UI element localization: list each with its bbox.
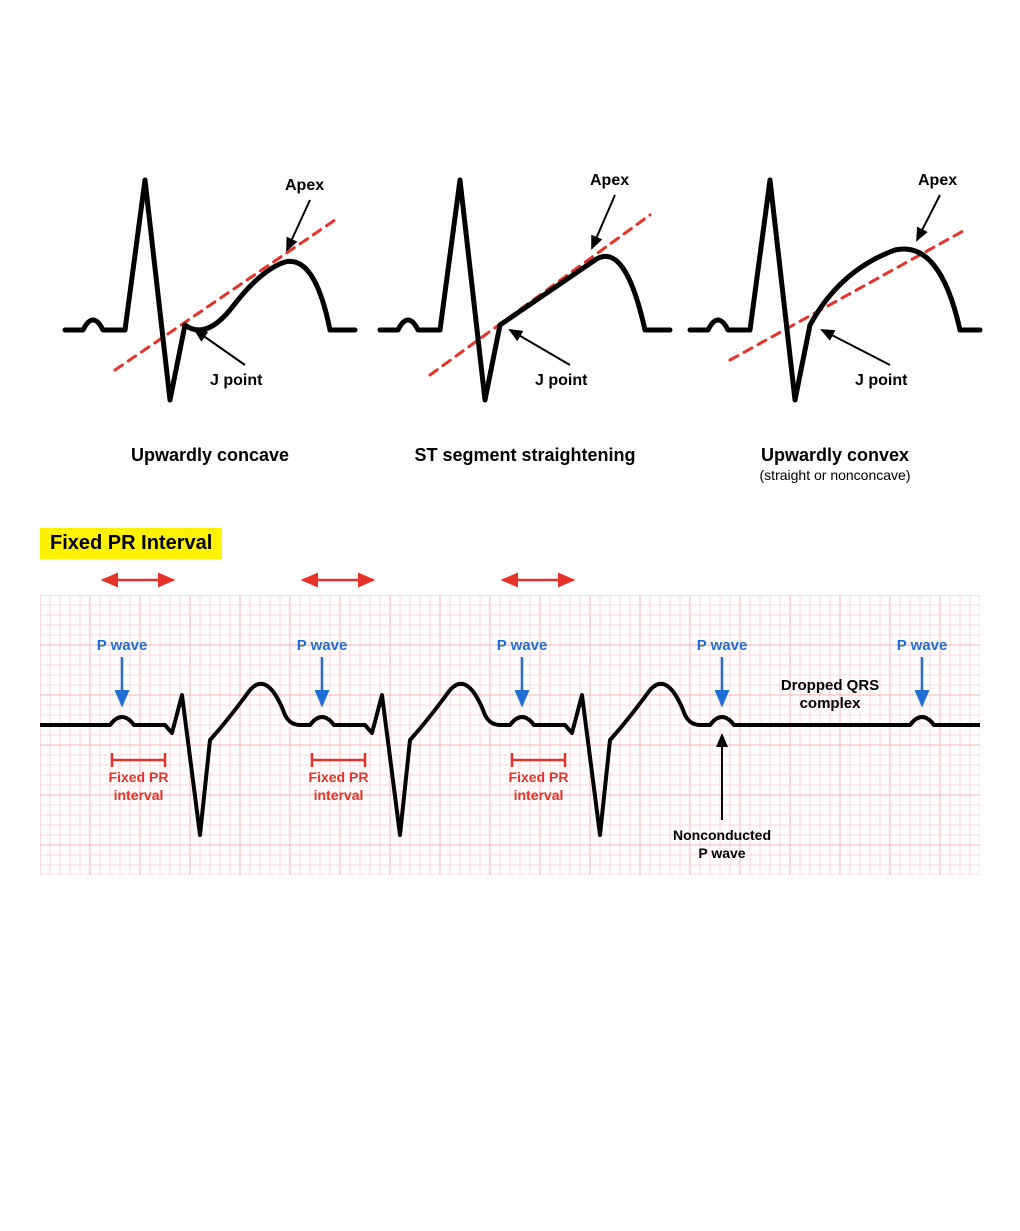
pr-label-2: interval bbox=[114, 787, 164, 803]
ecg-waveform bbox=[380, 180, 670, 400]
jpoint-label: J point bbox=[210, 372, 263, 389]
pwave-label: P wave bbox=[97, 637, 148, 654]
jpoint-label: J point bbox=[855, 372, 908, 389]
ecg-waveform bbox=[690, 180, 980, 400]
jpoint-label: J point bbox=[535, 372, 588, 389]
dropped-qrs-label-1: Dropped QRS bbox=[781, 677, 879, 694]
ecg-waveform bbox=[65, 180, 355, 400]
apex-arrow bbox=[917, 195, 940, 240]
section-title: Fixed PR Interval bbox=[40, 528, 222, 559]
jpoint-arrow bbox=[195, 330, 245, 365]
ecg-rhythm-strip: P wave Fixed PR interval P wave Fixed PR inte… bbox=[40, 595, 980, 875]
pwave-label: P wave bbox=[897, 637, 948, 654]
pr-label-2: interval bbox=[514, 787, 564, 803]
st-morphology-panel-convex: Apex J point bbox=[680, 140, 990, 430]
pr-top-arrows bbox=[40, 565, 980, 595]
apex-arrow bbox=[287, 200, 310, 250]
apex-label: Apex bbox=[590, 172, 629, 189]
reference-dash-line bbox=[115, 220, 335, 370]
nonconducted-label-2: P wave bbox=[698, 845, 745, 861]
apex-label: Apex bbox=[918, 172, 957, 189]
pwave-label: P wave bbox=[697, 637, 748, 654]
pwave-label: P wave bbox=[497, 637, 548, 654]
panel-caption-convex: Upwardly convex bbox=[761, 445, 909, 466]
panel-caption-concave: Upwardly concave bbox=[131, 445, 289, 466]
pr-label-1: Fixed PR bbox=[309, 769, 369, 785]
apex-label: Apex bbox=[285, 177, 324, 194]
dropped-qrs-label-2: complex bbox=[800, 695, 862, 712]
st-morphology-panel-concave: Apex J point bbox=[55, 140, 365, 430]
pwave-label: P wave bbox=[297, 637, 348, 654]
st-morphology-panel-straight: Apex J point bbox=[370, 140, 680, 430]
apex-arrow bbox=[592, 195, 615, 248]
pr-label-1: Fixed PR bbox=[109, 769, 169, 785]
pr-label-1: Fixed PR bbox=[509, 769, 569, 785]
jpoint-arrow bbox=[510, 330, 570, 365]
reference-dash-line bbox=[730, 230, 965, 360]
panel-subcaption-convex: (straight or nonconcave) bbox=[760, 467, 911, 483]
pr-label-2: interval bbox=[314, 787, 364, 803]
nonconducted-label-1: Nonconducted bbox=[673, 827, 771, 843]
jpoint-arrow bbox=[822, 330, 890, 365]
panel-caption-straight: ST segment straightening bbox=[414, 445, 635, 466]
